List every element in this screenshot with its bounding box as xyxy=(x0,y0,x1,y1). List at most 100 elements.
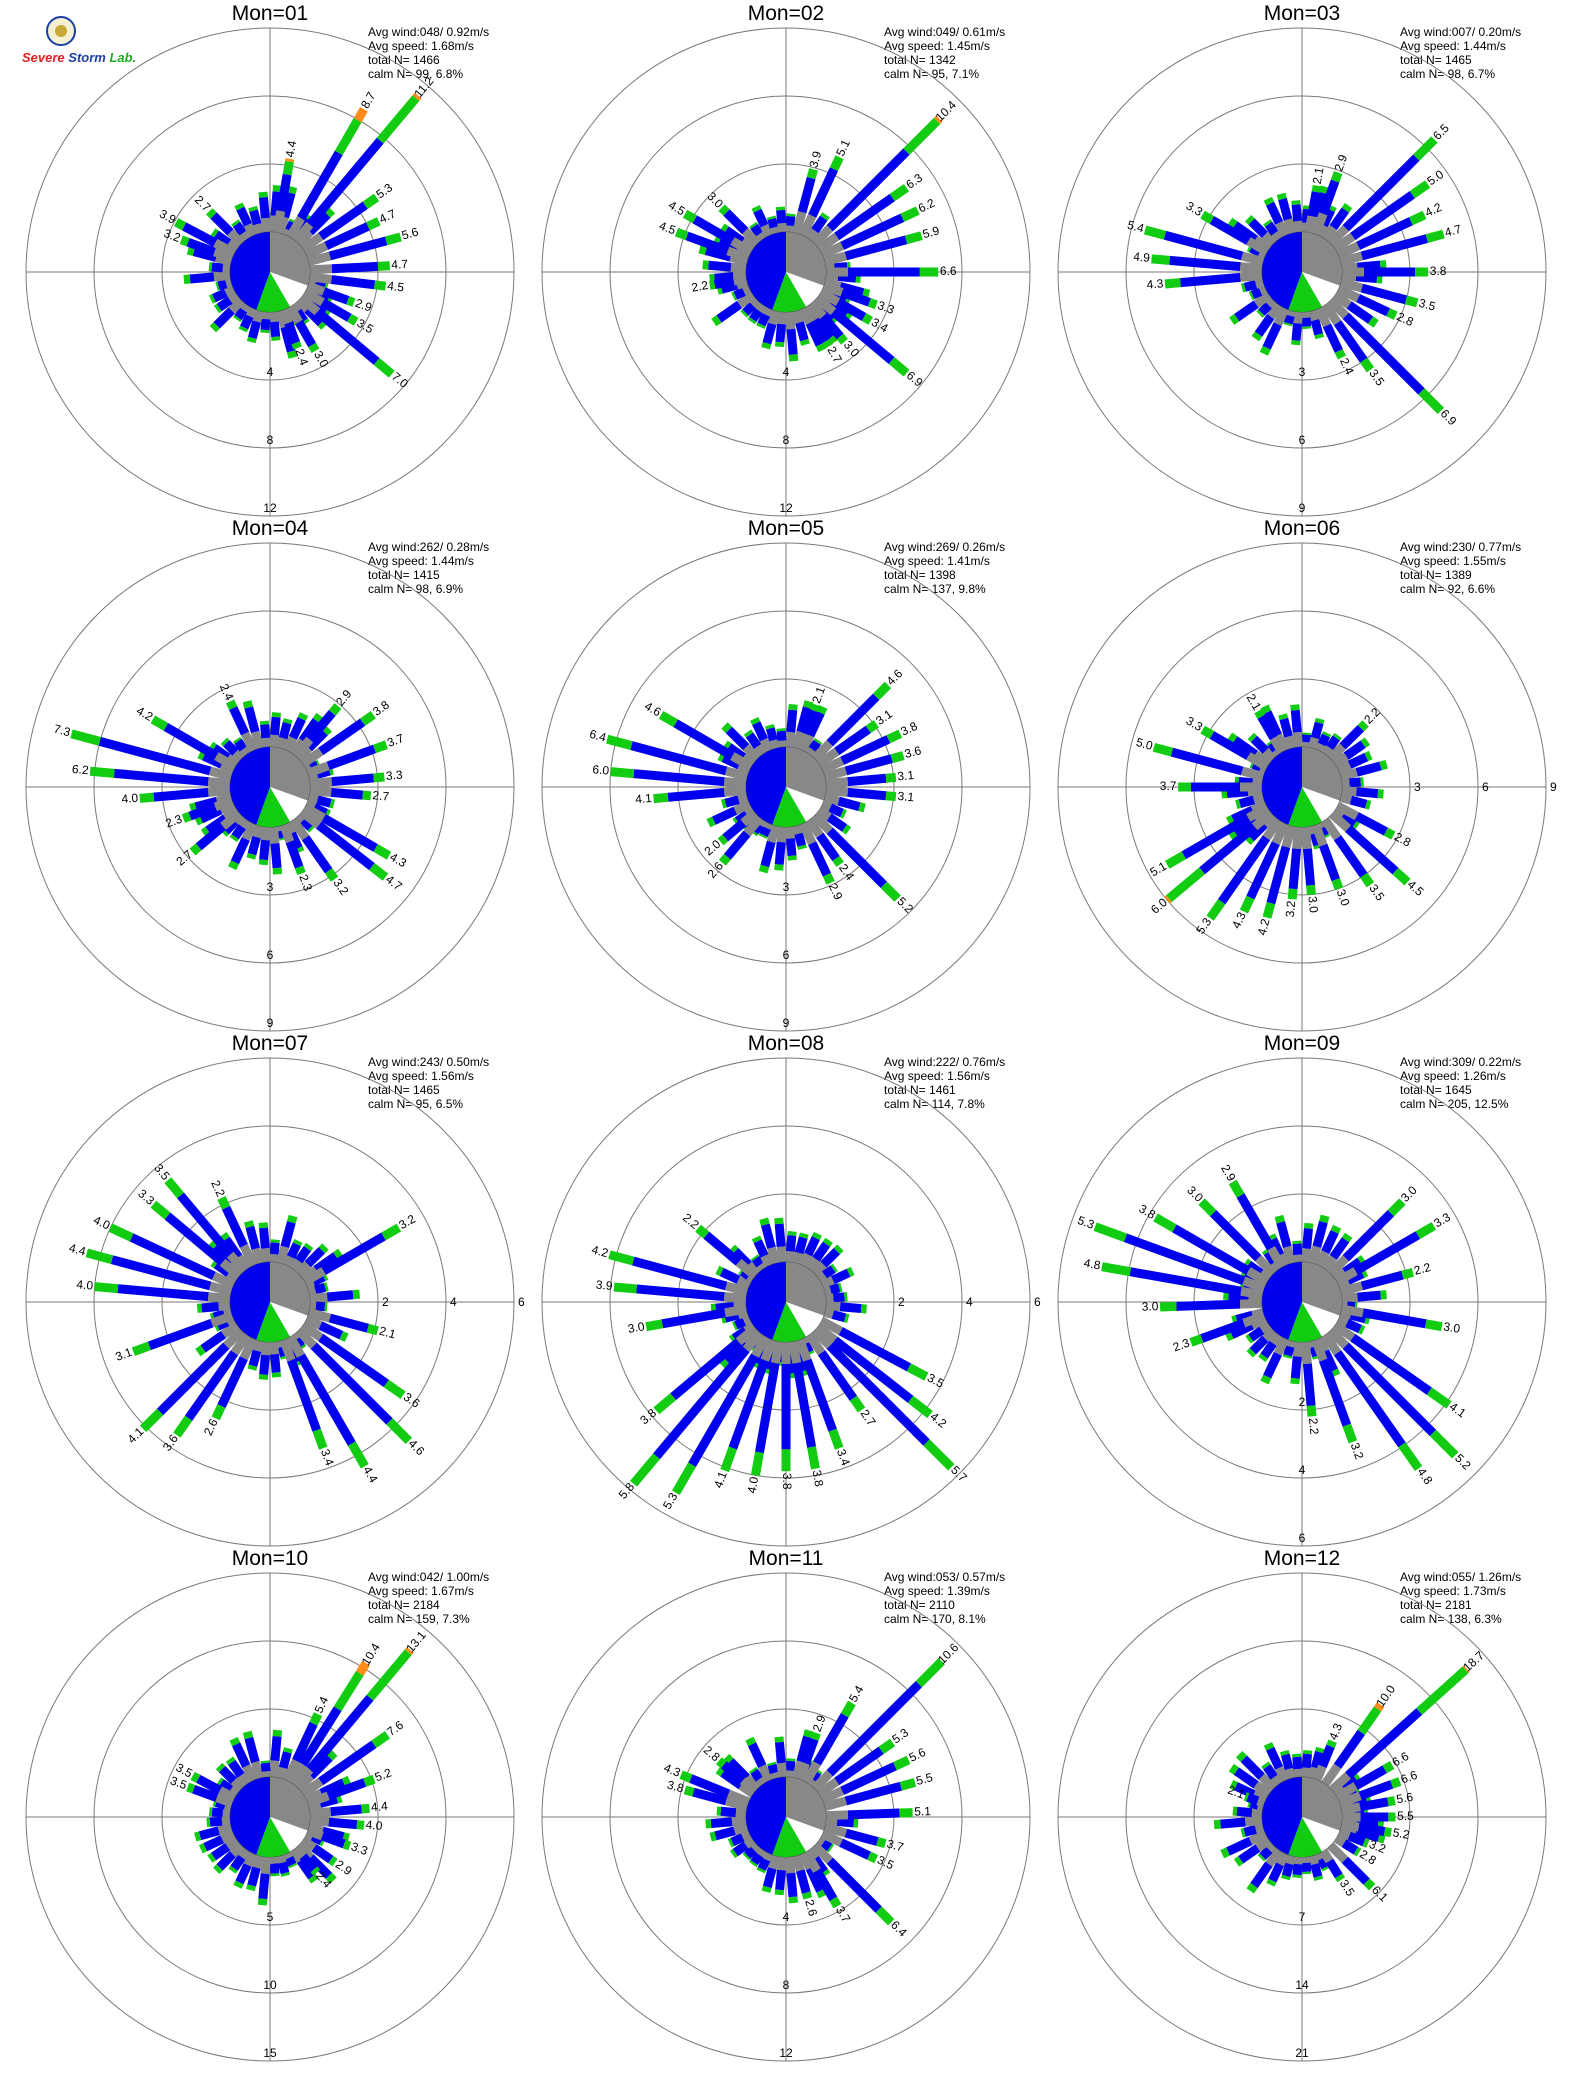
rose-stat-line: total N= 1342 xyxy=(884,53,956,67)
wind-bar-segment xyxy=(1377,1833,1386,1844)
wind-bar-segment xyxy=(900,206,920,222)
wind-bar-segment xyxy=(1240,1286,1264,1300)
wind-bar-segment xyxy=(1332,752,1349,768)
wind-bar-segment xyxy=(1248,218,1268,238)
bar-value-label: 3.7 xyxy=(1160,779,1177,793)
rose-ring-label: 7 xyxy=(1299,1910,1306,1924)
wind-bar-segment xyxy=(776,1762,787,1778)
calm-pie-slice xyxy=(270,272,308,307)
rose-title: Mon=11 xyxy=(749,1547,824,1570)
wind-bar-segment xyxy=(755,1776,767,1787)
wind-bar-segment xyxy=(722,819,747,842)
wind-bar-segment xyxy=(766,824,780,844)
wind-bar-segment xyxy=(788,1340,802,1364)
wind-bar-segment xyxy=(139,792,155,803)
wind-bar-segment xyxy=(328,236,388,261)
wind-bar-segment xyxy=(732,1841,749,1857)
bar-value-label: 3.6 xyxy=(903,743,923,761)
wind-bar-segment xyxy=(260,1247,271,1263)
wind-bar-segment xyxy=(1327,1327,1350,1350)
wind-bar-segment xyxy=(183,274,191,285)
wind-bar-segment xyxy=(222,1808,231,1818)
wind-bar-segment xyxy=(1263,1351,1282,1379)
rose-title: Mon=02 xyxy=(748,2,824,25)
wind-bar-segment xyxy=(286,304,303,325)
wind-bar-segment xyxy=(1310,721,1324,740)
wind-bar-segment xyxy=(731,1321,738,1331)
wind-bar-segment xyxy=(211,1807,224,1818)
wind-bar-segment xyxy=(1258,1773,1277,1792)
wind-bar-segment xyxy=(811,1231,822,1240)
wind-bar-segment xyxy=(286,185,298,195)
wind-bar-segment xyxy=(813,737,823,745)
wind-bar-segment xyxy=(284,1855,297,1867)
wind-bar-segment xyxy=(716,284,723,295)
wind-bar-segment xyxy=(1266,1842,1277,1853)
wind-bar-segment xyxy=(756,322,766,329)
wind-bar-segment xyxy=(1200,210,1215,224)
wind-bar-segment xyxy=(633,769,725,787)
wind-bar-segment xyxy=(381,1223,402,1241)
wind-bar-segment xyxy=(1250,735,1269,754)
wind-bar-segment xyxy=(1235,799,1242,809)
wind-bar-segment xyxy=(328,703,342,716)
wind-bar-segment xyxy=(1345,1318,1362,1334)
rose-stat-line: calm N= 205, 12.5% xyxy=(1400,1097,1509,1111)
wind-bar-segment xyxy=(815,342,827,353)
wind-bar-segment xyxy=(238,1847,251,1860)
wind-bar-segment xyxy=(777,740,787,748)
wind-bar-segment xyxy=(805,1866,825,1893)
wind-bar-segment xyxy=(216,1851,236,1871)
wind-bar-segment xyxy=(208,1281,233,1296)
rose-stat-line: Avg speed: 1.44m/s xyxy=(1400,39,1506,53)
wind-bar-segment xyxy=(720,280,739,294)
wind-bar-segment xyxy=(209,1816,223,1827)
wind-bar-segment xyxy=(805,710,825,738)
wind-bar-segment xyxy=(1342,1209,1395,1262)
wind-bar-segment xyxy=(269,1242,280,1255)
bar-value-label: 2.6 xyxy=(802,1898,820,1918)
wind-bar-segment xyxy=(70,729,101,746)
wind-bar-segment xyxy=(1318,179,1340,216)
wind-bar-segment xyxy=(373,772,385,783)
wind-bar-segment xyxy=(1341,1232,1353,1243)
wind-bar-segment xyxy=(1260,1340,1277,1359)
wind-bar-segment xyxy=(769,1771,780,1780)
wind-bar-segment xyxy=(1326,1739,1337,1749)
wind-bar-segment xyxy=(858,802,866,813)
wind-bar-segment xyxy=(820,756,845,775)
wind-bar-segment xyxy=(1332,1321,1356,1342)
wind-bar-segment xyxy=(1240,251,1265,266)
wind-bar-segment xyxy=(742,743,761,762)
wind-bar-segment xyxy=(889,183,910,202)
wind-bar-segment xyxy=(802,1358,837,1432)
wind-bar-segment xyxy=(202,752,224,769)
wind-bar-segment xyxy=(218,1765,237,1784)
wind-bar-segment xyxy=(1306,1405,1317,1417)
wind-bar-segment xyxy=(1172,1224,1251,1275)
wind-bar-segment xyxy=(876,1837,887,1848)
wind-bar-segment xyxy=(843,310,854,322)
wind-bar-segment xyxy=(1429,1429,1459,1459)
bar-value-label: 4.2 xyxy=(1255,917,1273,937)
wind-bar-segment xyxy=(760,1223,776,1249)
wind-bar-segment xyxy=(1387,1796,1396,1807)
wind-bar-segment xyxy=(320,1831,346,1849)
wind-bar-segment xyxy=(730,237,754,256)
wind-bar-segment xyxy=(284,321,301,345)
wind-bar-segment xyxy=(194,815,203,826)
wind-bar-segment xyxy=(226,699,238,710)
wind-bar-segment xyxy=(808,167,839,218)
wind-bar-segment xyxy=(1386,308,1398,320)
wind-bar-segment xyxy=(1262,747,1277,762)
wind-bar-segment xyxy=(785,826,795,839)
wind-bar-segment xyxy=(229,1736,241,1747)
wind-bar-segment xyxy=(805,817,824,838)
wind-bar-segment xyxy=(759,737,774,753)
wind-bar-segment xyxy=(1329,1368,1341,1378)
wind-bar-segment xyxy=(1276,192,1287,201)
wind-bar-segment xyxy=(321,725,332,736)
